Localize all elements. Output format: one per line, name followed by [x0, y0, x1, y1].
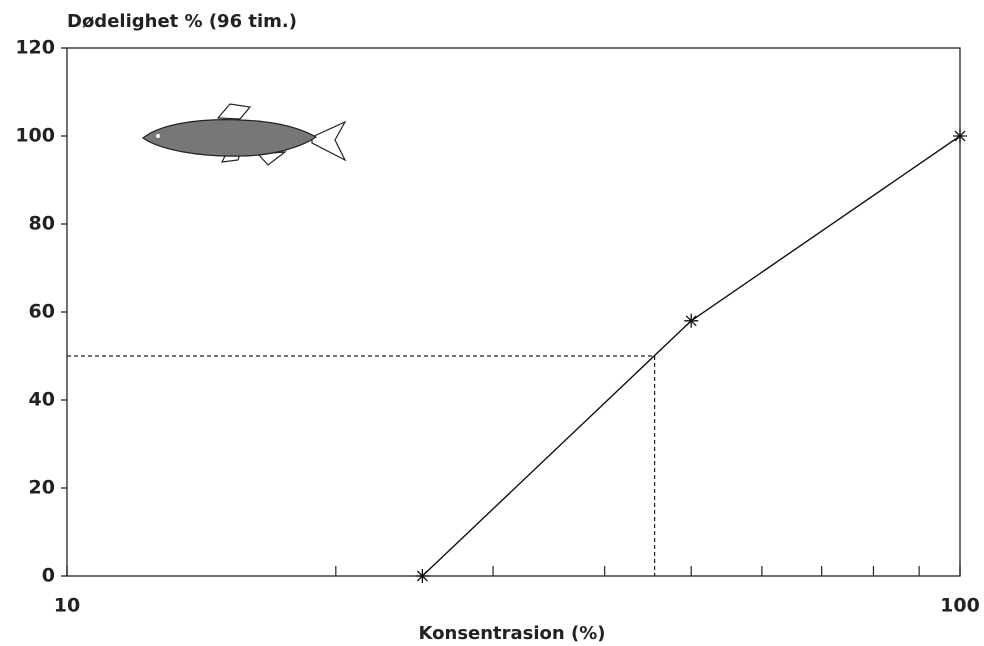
- marker: [684, 313, 699, 328]
- x-axis-title: Konsentrasion (%): [419, 623, 606, 644]
- y-axis-title: Dødelighet % (96 tim.): [67, 11, 297, 32]
- y-tick-label: 80: [29, 213, 55, 235]
- y-tick-label: 20: [29, 477, 55, 499]
- x-tick-label: 100: [940, 595, 980, 617]
- marker: [953, 129, 967, 143]
- y-tick-label: 120: [15, 37, 55, 59]
- y-tick-label: 40: [29, 389, 55, 411]
- fish-icon: [142, 103, 347, 166]
- y-tick-label: 60: [29, 301, 55, 323]
- y-tick-label: 0: [42, 565, 55, 587]
- y-tick-label: 100: [15, 125, 55, 147]
- x-tick-label: 10: [54, 595, 80, 617]
- marker: [415, 569, 430, 583]
